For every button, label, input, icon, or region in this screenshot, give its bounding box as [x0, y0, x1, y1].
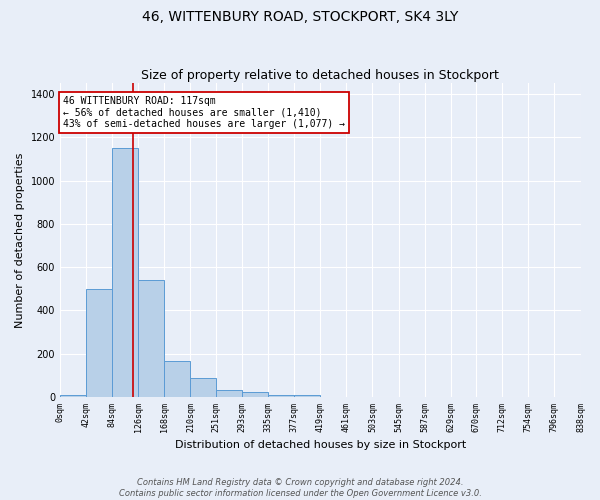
Bar: [268, 394, 294, 397]
Text: 46, WITTENBURY ROAD, STOCKPORT, SK4 3LY: 46, WITTENBURY ROAD, STOCKPORT, SK4 3LY: [142, 10, 458, 24]
Bar: [294, 394, 320, 397]
Bar: [86, 288, 112, 397]
Y-axis label: Number of detached properties: Number of detached properties: [15, 152, 25, 328]
Text: Contains HM Land Registry data © Crown copyright and database right 2024.
Contai: Contains HM Land Registry data © Crown c…: [119, 478, 481, 498]
Bar: [112, 148, 138, 397]
Bar: [216, 390, 242, 397]
Title: Size of property relative to detached houses in Stockport: Size of property relative to detached ho…: [142, 69, 499, 82]
X-axis label: Distribution of detached houses by size in Stockport: Distribution of detached houses by size …: [175, 440, 466, 450]
Bar: [242, 392, 268, 397]
Bar: [138, 280, 164, 397]
Bar: [164, 361, 190, 397]
Text: 46 WITTENBURY ROAD: 117sqm
← 56% of detached houses are smaller (1,410)
43% of s: 46 WITTENBURY ROAD: 117sqm ← 56% of deta…: [63, 96, 345, 130]
Bar: [190, 378, 216, 397]
Bar: [60, 394, 86, 397]
